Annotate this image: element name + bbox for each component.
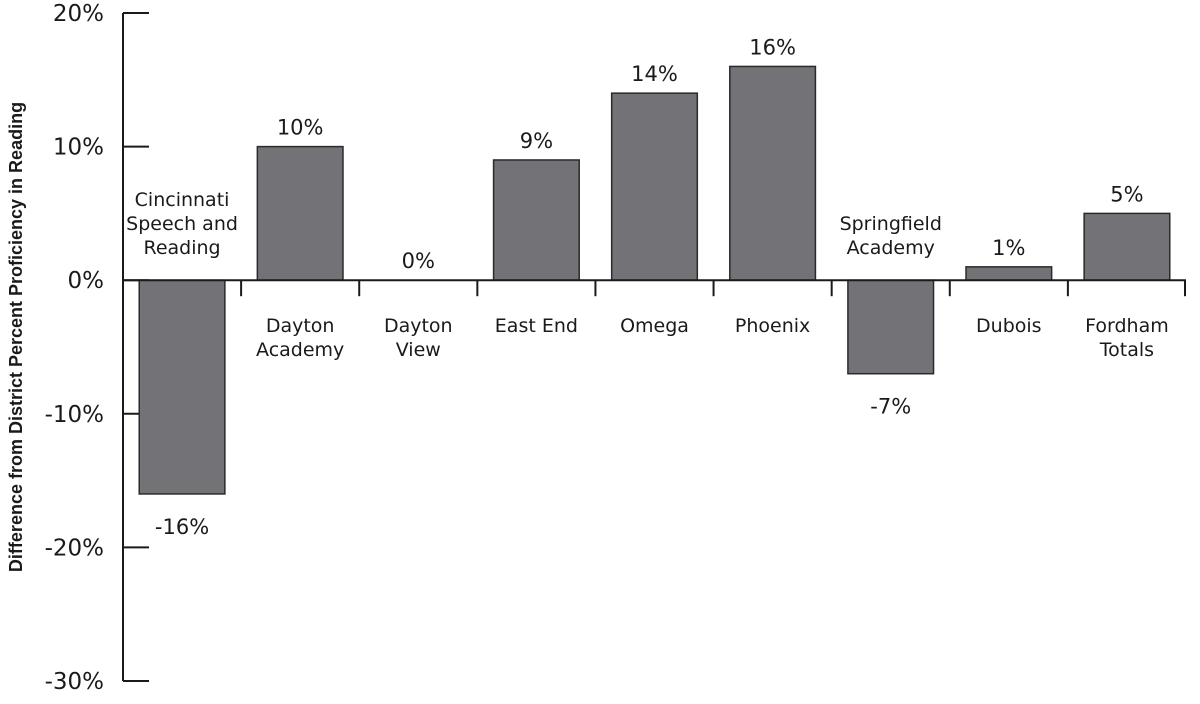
bar <box>1083 212 1171 281</box>
y-tick-label: 20% <box>53 1 104 27</box>
bar <box>138 279 226 495</box>
data-label: 10% <box>277 116 324 140</box>
y-tick-label: 10% <box>53 135 104 161</box>
data-labels: -16% 10% 0% 9% 14% 16% -7% 1% 5% <box>155 35 1144 539</box>
data-label: 0% <box>402 249 435 273</box>
category-label: Cincinnati Speech and Reading <box>126 189 238 259</box>
data-label: -16% <box>155 515 209 539</box>
category-label: East End <box>495 315 578 337</box>
y-axis-ticks: 20% 10% 0% -10% -20% -30% <box>45 1 149 695</box>
bar <box>729 65 817 281</box>
data-label: 16% <box>749 35 796 59</box>
category-labels: Cincinnati Speech and Reading Dayton Academy… <box>126 189 1169 361</box>
category-label: Dubois <box>976 315 1042 337</box>
bar <box>492 159 580 281</box>
category-label: Phoenix <box>735 315 810 337</box>
y-tick-label: -30% <box>45 669 104 695</box>
x-axis-ticks <box>240 280 1186 297</box>
data-label: 9% <box>520 129 553 153</box>
bar <box>610 92 699 281</box>
category-label: Dayton View <box>384 315 453 361</box>
bar <box>965 266 1053 281</box>
bar <box>256 145 344 281</box>
data-label: 14% <box>631 62 678 86</box>
category-label: Dayton Academy <box>256 315 344 361</box>
data-label: 1% <box>992 236 1025 260</box>
data-label: -7% <box>870 395 911 419</box>
bars-group <box>138 65 1171 495</box>
y-tick-label: -20% <box>45 535 104 561</box>
y-axis-title: Difference from District Percent Profici… <box>6 102 26 572</box>
y-tick-label: 0% <box>68 268 105 294</box>
category-label: Springfield Academy <box>840 213 942 259</box>
category-label: Fordham Totals <box>1085 315 1169 361</box>
y-tick-label: -10% <box>45 402 104 428</box>
bar <box>847 279 935 375</box>
data-label: 5% <box>1110 182 1143 206</box>
category-label: Omega <box>620 315 689 337</box>
